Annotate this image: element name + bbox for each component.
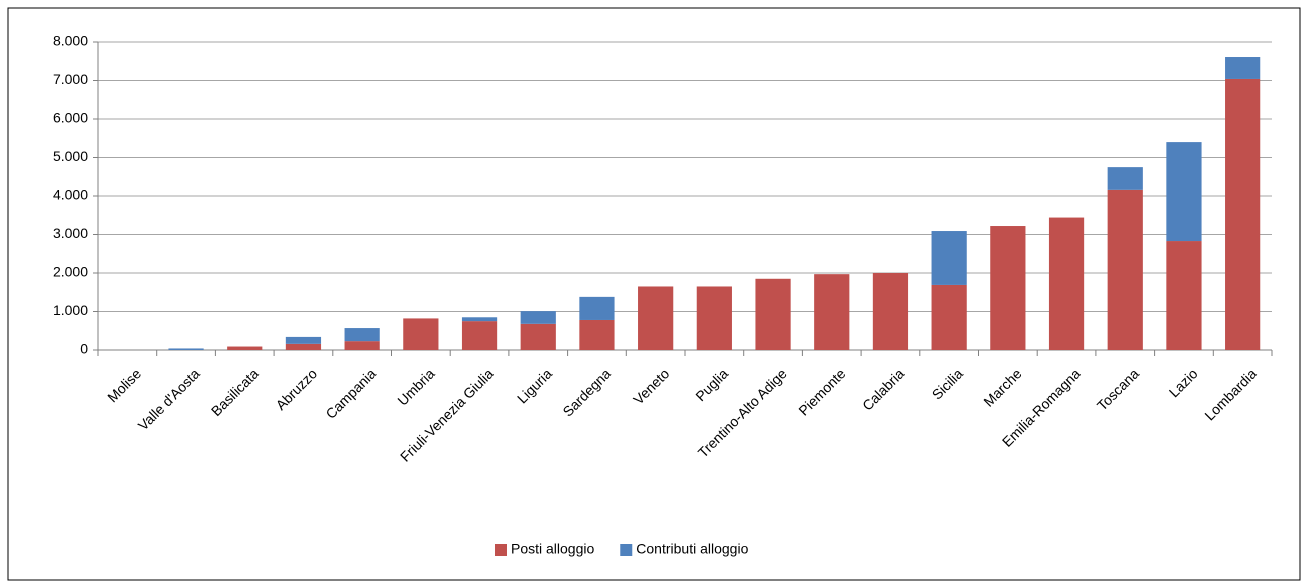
legend-swatch [620, 544, 633, 556]
legend-label: Contributi alloggio [636, 541, 748, 557]
bar-segment [755, 278, 791, 350]
bar-segment [931, 231, 967, 285]
bar-segment [1225, 57, 1261, 79]
y-tick-label: 1.000 [53, 302, 88, 318]
bar-segment [285, 343, 322, 350]
bar-segment [461, 321, 498, 350]
bar-segment [461, 317, 498, 322]
bar-segment [931, 284, 967, 350]
bar-segment [638, 286, 674, 350]
y-tick-label: 0 [80, 341, 88, 357]
bar-segment [344, 328, 380, 342]
bar-segment [814, 274, 850, 350]
bar-segment [990, 226, 1026, 350]
bar-segment [168, 348, 204, 350]
y-tick-label: 2.000 [53, 264, 88, 280]
y-tick-label: 3.000 [53, 225, 88, 241]
bar-segment [872, 273, 909, 350]
legend-label: Posti alloggio [511, 541, 594, 557]
bar-segment [1166, 142, 1202, 242]
bar-segment [285, 336, 322, 344]
bar-segment [403, 318, 439, 350]
bar-segment [1225, 78, 1261, 351]
bar-segment [579, 296, 615, 320]
y-tick-label: 4.000 [53, 187, 88, 203]
bar-segment [579, 319, 615, 350]
y-tick-label: 6.000 [53, 110, 88, 126]
bar-segment [1048, 217, 1085, 350]
y-tick-label: 5.000 [53, 148, 88, 164]
legend-swatch [495, 544, 507, 556]
y-tick-label: 7.000 [53, 71, 88, 87]
bar-segment [520, 323, 556, 350]
bar-segment [344, 341, 380, 350]
bar-segment [1166, 241, 1202, 350]
bar-segment [1107, 189, 1143, 350]
bar-segment [696, 286, 732, 350]
y-tick-label: 8.000 [53, 33, 88, 49]
bar-segment [227, 346, 263, 350]
bar-segment [1107, 167, 1143, 190]
bar-segment [520, 311, 556, 324]
